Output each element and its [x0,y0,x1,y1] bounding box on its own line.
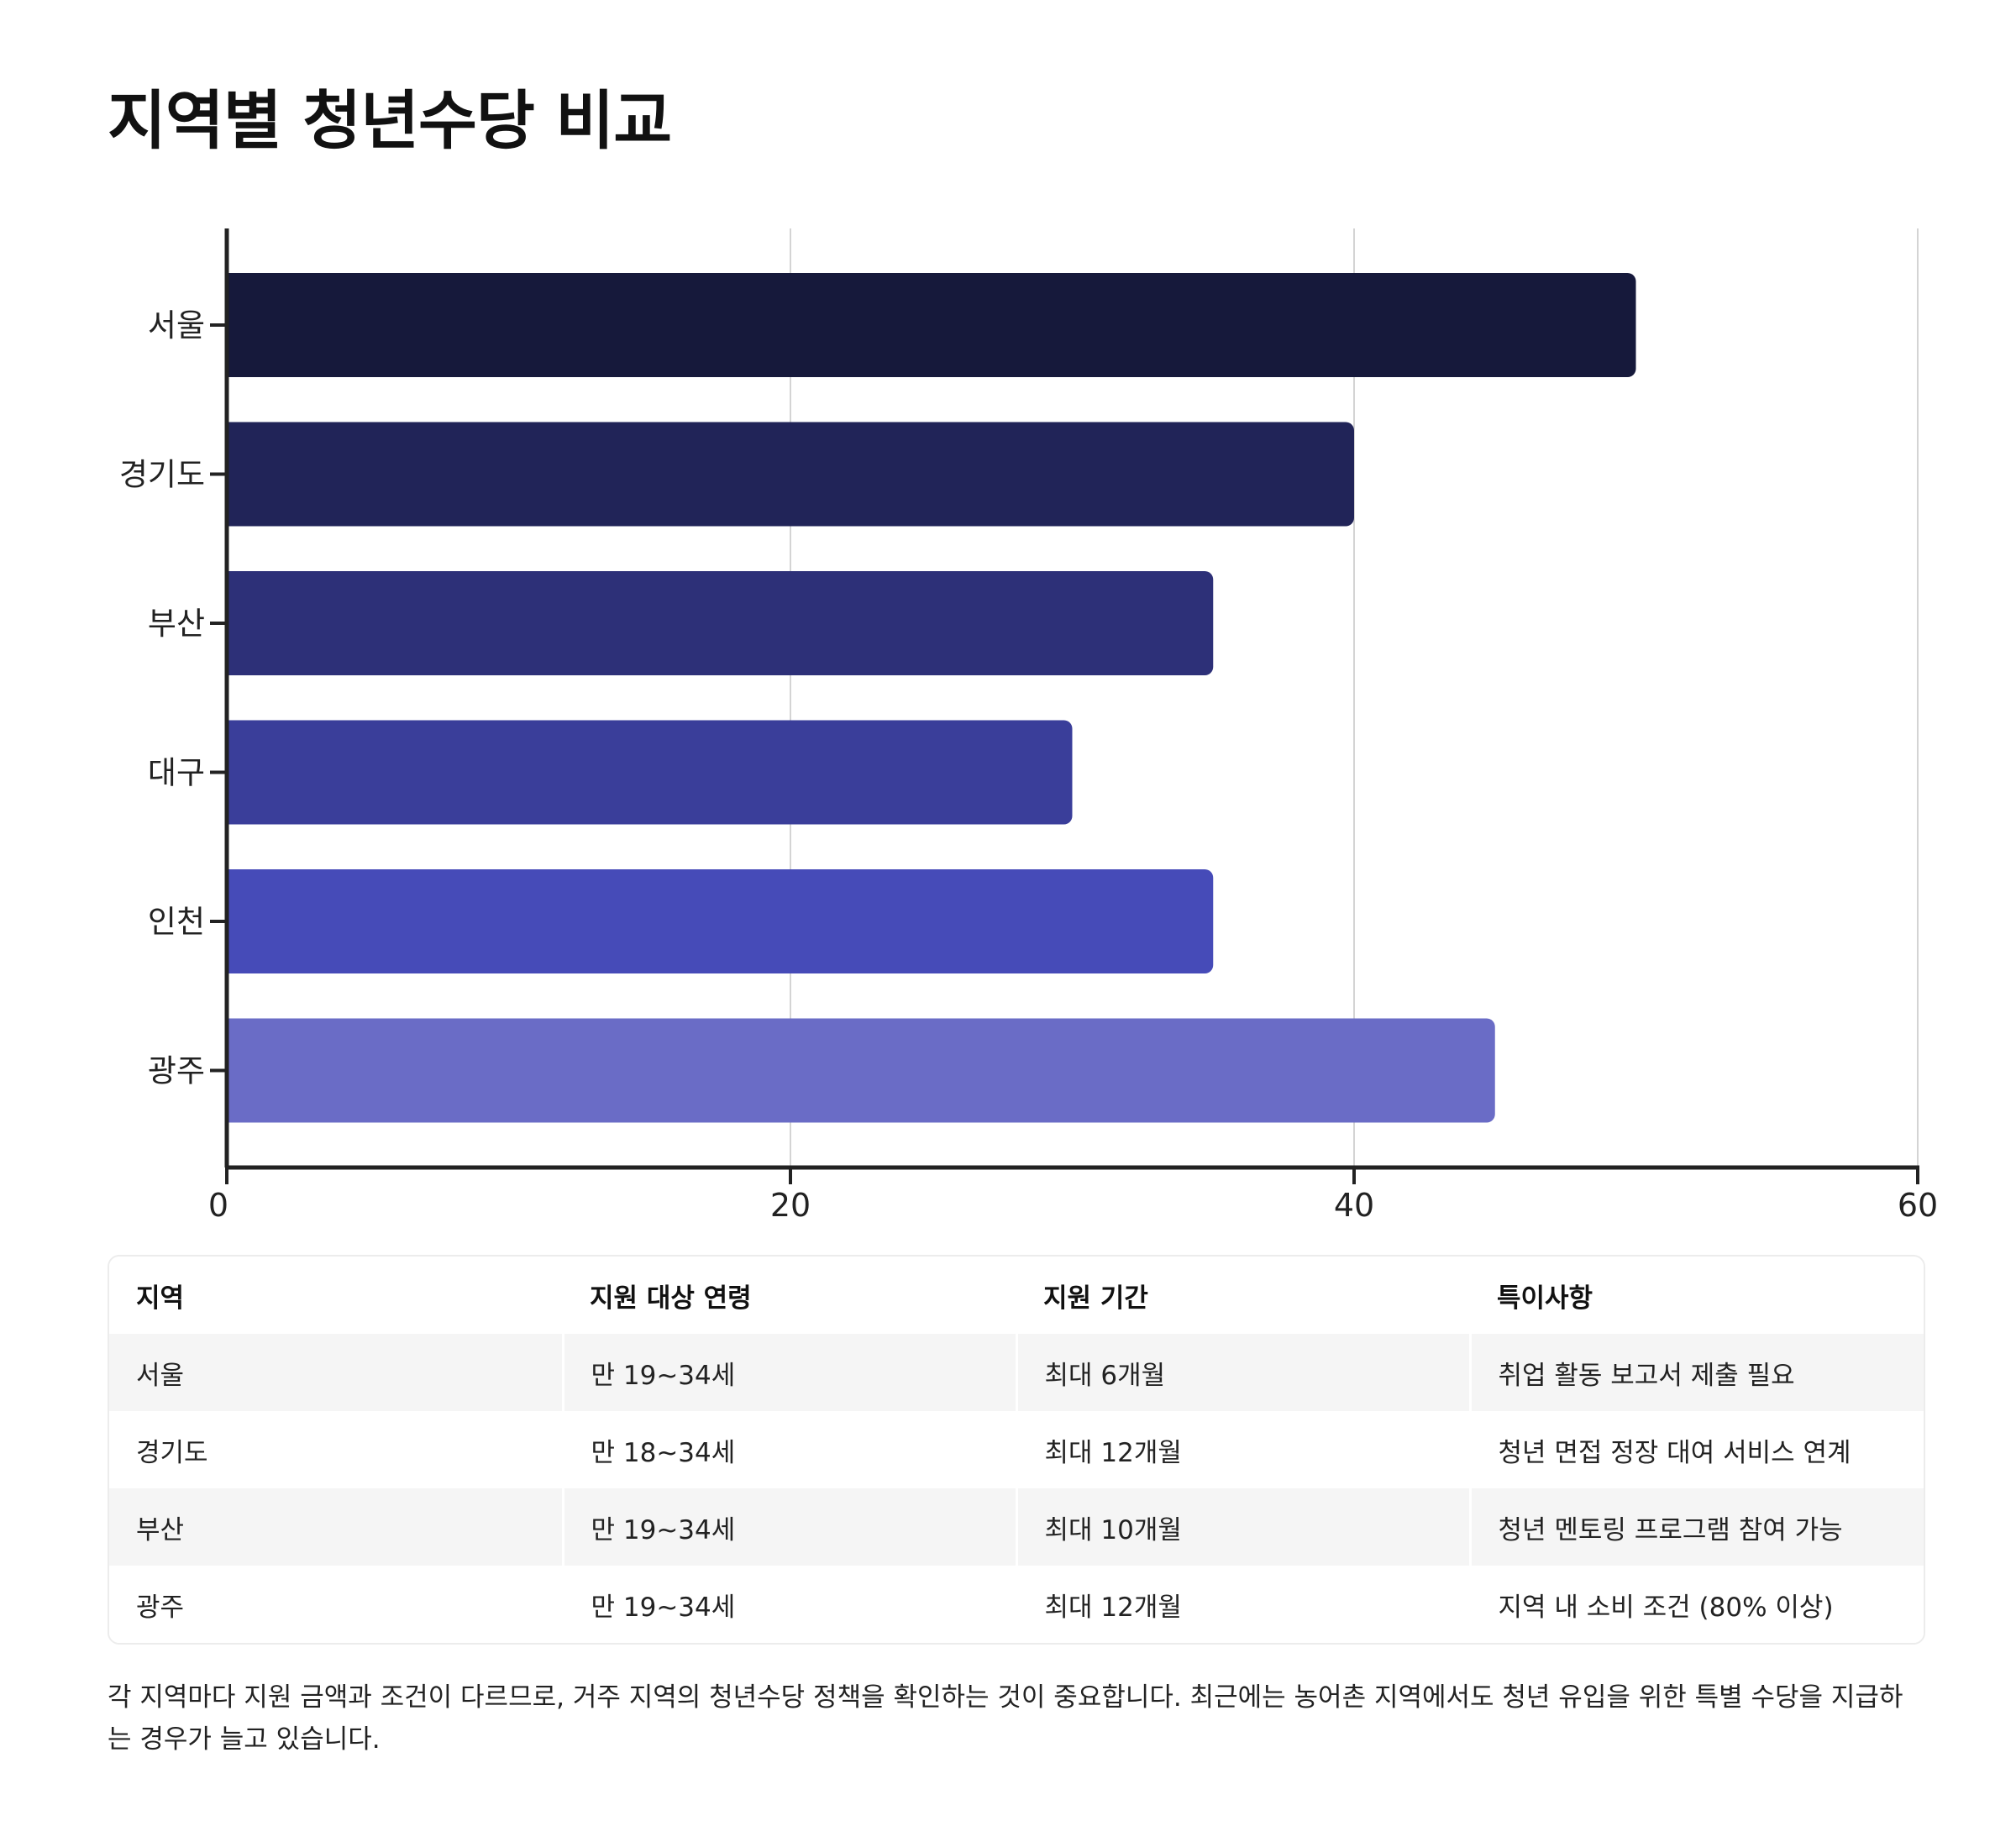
bar-3 [227,571,1214,675]
cell-region: 부산 [109,1488,563,1566]
table-row: 서울 만 19~34세 최대 6개월 취업 활동 보고서 제출 필요 [109,1334,1924,1411]
bar-5 [227,869,1214,973]
x-tick-label: 0 [208,1187,228,1224]
bar-edge [227,422,239,527]
bar-edge [227,869,239,973]
policy-table: 지역 지원 대상 연령 지원 기간 특이사항 서울 만 19~34세 최대 6개… [108,1255,1925,1645]
header-notes: 특이사항 [1470,1257,1924,1334]
y-tick-label: 광주 [148,1053,205,1089]
table-row: 부산 만 19~34세 최대 10개월 청년 멘토링 프로그램 참여 가능 [109,1488,1924,1566]
cell-age: 만 19~34세 [561,1566,1016,1643]
x-tick-label: 60 [1898,1187,1938,1224]
y-tick-label: 부산 [148,606,205,642]
cell-notes: 취업 활동 보고서 제출 필요 [1468,1334,1924,1411]
bar-edge [227,720,239,825]
cell-notes: 청년 면접 정장 대여 서비스 연계 [1468,1411,1924,1488]
cell-region: 서울 [109,1334,563,1411]
y-tick-label: 대구 [148,755,205,791]
table-row: 광주 만 19~34세 최대 12개월 지역 내 소비 조건 (80% 이상) [109,1566,1924,1643]
cell-region: 광주 [109,1566,563,1643]
cell-notes: 청년 멘토링 프로그램 참여 가능 [1468,1488,1924,1566]
cell-age: 만 19~34세 [561,1488,1016,1566]
bar-4 [227,720,1073,825]
cell-age: 만 19~34세 [561,1334,1016,1411]
y-tick-label: 서울 [148,307,205,344]
cell-period: 최대 10개월 [1015,1488,1470,1566]
bar-edge [227,1018,239,1123]
x-tick-label: 40 [1334,1187,1374,1224]
y-tick-label: 경기도 [119,457,205,493]
bar-2 [227,422,1354,527]
cell-period: 최대 12개월 [1015,1566,1470,1643]
header-region: 지역 [109,1257,563,1334]
cell-notes: 지역 내 소비 조건 (80% 이상) [1468,1566,1924,1643]
cell-period: 최대 6개월 [1015,1334,1470,1411]
cell-age: 만 18~34세 [561,1411,1016,1488]
header-period: 지원 기간 [1016,1257,1470,1334]
bar-6 [227,1018,1495,1123]
cell-region: 경기도 [109,1411,563,1488]
y-tick-label: 인천 [148,904,205,940]
table-row: 경기도 만 18~34세 최대 12개월 청년 면접 정장 대여 서비스 연계 [109,1411,1924,1488]
page-title: 지역별 청년수당 비교 [108,83,672,158]
x-tick-label: 20 [770,1187,811,1224]
header-age: 지원 대상 연령 [563,1257,1016,1334]
footnote: 각 지역마다 지원 금액과 조건이 다르므로, 거주 지역의 청년수당 정책을 … [108,1682,1903,1755]
bar-edge [227,273,239,377]
bar-1 [227,273,1636,377]
cell-period: 최대 12개월 [1015,1411,1470,1488]
table-header-row: 지역 지원 대상 연령 지원 기간 특이사항 [109,1257,1924,1334]
bar-edge [227,571,239,675]
